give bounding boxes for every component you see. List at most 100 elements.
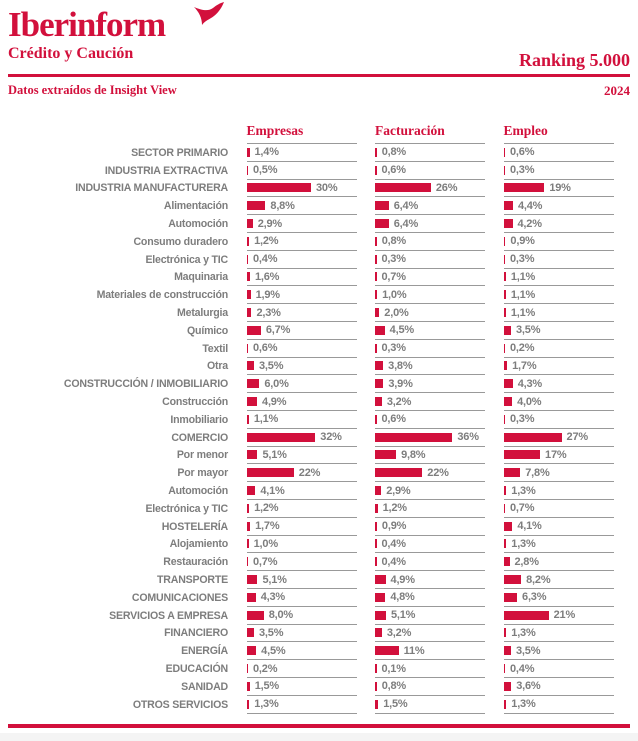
bar [246, 575, 258, 585]
bar [503, 486, 507, 496]
sector-label: Textil [202, 342, 228, 355]
bar-cell-facturacion: 0,6% [375, 162, 485, 180]
bar-cell-empleo: 1,1% [503, 269, 614, 287]
bar-cell-facturacion: 3,8% [375, 358, 485, 376]
bar [503, 539, 507, 549]
bar-value: 0,6% [510, 146, 535, 159]
bar-value: 5,1% [390, 609, 416, 622]
bar-cell-facturacion: 1,0% [375, 286, 485, 305]
bar-value: 0,4% [510, 662, 535, 675]
bar-value: 0,4% [381, 555, 406, 568]
bar [503, 165, 505, 175]
bar-cell-empleo: 19% [503, 180, 614, 198]
sector-label: FINANCIERO [164, 627, 228, 640]
bar [375, 646, 399, 656]
bar [246, 432, 316, 442]
bar-value: 1,1% [510, 288, 536, 301]
bar-cell-facturacion: 1,2% [375, 500, 485, 518]
bar [375, 254, 377, 264]
bar-value: 0,8% [381, 680, 406, 693]
bar [246, 664, 248, 673]
bar [246, 325, 261, 335]
bar-value: 6,0% [264, 377, 289, 390]
header-spacer [0, 122, 228, 144]
bar-value: 27% [566, 431, 589, 444]
table-row: COMERCIO 32% 36% 27% [0, 429, 638, 447]
bar [375, 575, 386, 585]
bar-cell-facturacion: 0,3% [375, 340, 485, 358]
bar [246, 628, 255, 638]
bar [375, 503, 378, 513]
bar-value: 2,9% [257, 217, 283, 230]
bar-cell-empresas: 1,4% [246, 144, 357, 162]
bar-value: 1,0% [253, 537, 278, 550]
bar-cell-empleo: 0,3% [503, 251, 614, 269]
bar [503, 557, 510, 567]
sector-label: Automoción [168, 485, 228, 498]
bar-value: 4,2% [517, 217, 542, 230]
bar-cell-empleo: 4,0% [503, 393, 614, 411]
bar-value: 1,1% [253, 413, 279, 426]
table-row: Consumo duradero 1,2% 0,8% 0,9% [0, 233, 638, 251]
bar [246, 521, 251, 531]
bar-value: 1,6% [254, 270, 280, 283]
sector-label: Consumo duradero [133, 235, 228, 248]
table-row: Metalurgia 2,3% 2,0% 1,1% [0, 304, 638, 322]
bar [503, 628, 507, 638]
bar-value: 0,3% [510, 253, 535, 266]
bar-cell-facturacion: 2,0% [375, 304, 485, 322]
bar-cell-empleo: 0,9% [503, 233, 614, 251]
source-note: Datos extraídos de Insight View [8, 83, 177, 97]
bar-value: 0,3% [510, 164, 535, 177]
bar-cell-facturacion: 0,4% [375, 553, 485, 572]
bar [375, 681, 377, 691]
table-row: Electrónica y TIC 1,2% 1,2% 0,7% [0, 500, 638, 518]
bar-value: 0,9% [381, 520, 407, 533]
bar [246, 254, 248, 264]
bar [503, 236, 506, 246]
bar [375, 628, 382, 638]
bar-value: 0,5% [253, 164, 278, 177]
bar [503, 699, 507, 709]
table-row: SECTOR PRIMARIO 1,4% 0,8% 0,6% [0, 144, 638, 162]
bar [375, 592, 386, 602]
bar-cell-empresas: 0,7% [246, 553, 357, 572]
bar-value: 0,3% [381, 342, 406, 355]
bar [375, 343, 377, 353]
table-row: Alimentación 8,8% 6,4% 4,4% [0, 197, 638, 216]
bar-value: 6,3% [522, 591, 547, 604]
bar-cell-empleo: 1,7% [503, 358, 614, 376]
bar-cell-facturacion: 6,4% [375, 197, 485, 216]
sector-label: Materiales de construcción [96, 289, 229, 302]
bar-cell-empresas: 0,2% [246, 660, 357, 678]
bar-value: 3,5% [259, 359, 284, 372]
bar-value: 1,7% [255, 520, 280, 533]
bar-cell-facturacion: 3,2% [375, 393, 485, 411]
bar [375, 414, 377, 424]
bar [503, 272, 506, 282]
bar-cell-empresas: 3,5% [246, 358, 357, 376]
sector-label: ENERGÍA [181, 645, 228, 658]
bar [246, 557, 248, 567]
bar-value: 0,2% [253, 662, 278, 675]
bar-cell-facturacion: 4,9% [375, 571, 485, 589]
bar-cell-empleo: 6,3% [503, 589, 614, 607]
bar-cell-empresas: 4,3% [246, 589, 357, 607]
bottom-divider [8, 724, 630, 728]
bar [375, 236, 377, 246]
bar-value: 1,3% [254, 698, 279, 711]
bar [503, 290, 506, 300]
table-row: Materiales de construcción 1,9% 1,0% 1,1% [0, 286, 638, 305]
bar-value: 1,9% [255, 288, 280, 301]
bar-cell-facturacion: 22% [375, 464, 485, 483]
bar-value: 0,6% [381, 164, 406, 177]
bar [503, 147, 505, 157]
bar-value: 1,2% [382, 502, 407, 515]
bar-value: 3,2% [386, 395, 412, 408]
bar-value: 4,4% [517, 199, 543, 212]
table-row: Inmobiliario 1,1% 0,6% 0,3% [0, 411, 638, 429]
iberinform-logo: Iberinform Crédito y Caución [8, 2, 224, 63]
sector-label: Inmobiliario [170, 413, 228, 426]
bar [375, 361, 384, 371]
top-divider [8, 74, 630, 77]
